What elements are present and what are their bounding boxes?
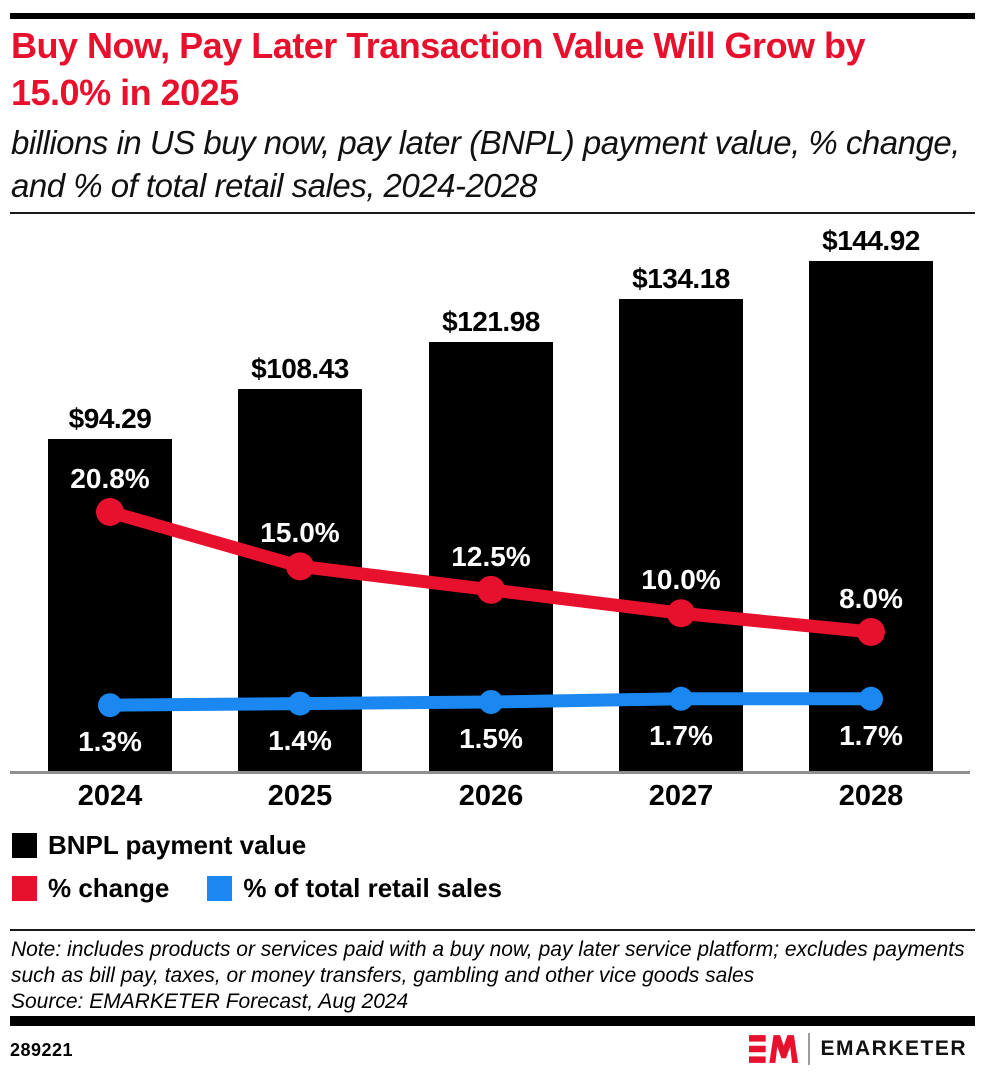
brand-name: EMARKETER <box>820 1037 967 1060</box>
x-axis-label-2027: 2027 <box>648 780 714 812</box>
page-subtitle: billions in US buy now, pay later (BNPL)… <box>11 124 960 204</box>
retail-share-label: 1.4% <box>268 724 332 756</box>
legend-row-1: BNPL payment value <box>12 830 502 861</box>
retail-share-label: 1.7% <box>839 719 903 751</box>
bar-2028 <box>809 260 933 771</box>
pct-change-label: 20.8% <box>70 463 150 494</box>
legend-swatch-bnpl <box>12 833 37 858</box>
emarketer-logo: EMARKETER <box>749 1033 967 1065</box>
x-axis-label-2028: 2028 <box>838 780 904 812</box>
top-rule <box>10 13 975 19</box>
pct-change-label: 12.5% <box>451 540 531 572</box>
x-axis-label-2024: 2024 <box>77 780 143 812</box>
note-divider <box>10 929 975 931</box>
pct-change-label: 10.0% <box>641 564 721 596</box>
bar-value-label: $108.43 <box>251 353 349 385</box>
legend-item-retail-share: % of total retail sales <box>207 873 502 904</box>
note-text: Note: includes products or services paid… <box>11 938 965 987</box>
x-axis-line <box>10 771 970 774</box>
retail-share-label: 1.3% <box>78 726 142 758</box>
pct-change-label: 8.0% <box>839 583 903 614</box>
legend-label-retail-share: % of total retail sales <box>243 873 503 903</box>
legend-label-bnpl: BNPL payment value <box>48 830 307 860</box>
retail-share-label: 1.7% <box>649 719 713 751</box>
source-text: Source: EMARKETER Forecast, Aug 2024 <box>11 990 409 1013</box>
bar-value-label: $134.18 <box>632 262 730 294</box>
chart-id: 289221 <box>10 1040 74 1060</box>
bar-value-label: $121.98 <box>442 305 540 337</box>
note-block: Note: includes products or services paid… <box>11 937 969 1015</box>
x-axis-label-2025: 2025 <box>267 780 333 812</box>
footer-rule <box>10 1016 975 1026</box>
bar-value-label: $94.29 <box>68 403 152 435</box>
bar-value-label: $144.92 <box>822 224 920 256</box>
bar-2025 <box>238 389 362 771</box>
logo-divider <box>808 1033 811 1065</box>
x-axis-label-2026: 2026 <box>458 780 524 812</box>
legend-item-pct-change: % change <box>12 873 169 904</box>
header-divider <box>10 212 975 214</box>
legend-item-bnpl: BNPL payment value <box>12 830 306 861</box>
chart-legend: BNPL payment value % change % of total r… <box>12 830 502 919</box>
legend-label-pct-change: % change <box>48 873 170 903</box>
emarketer-monogram-icon <box>749 1035 799 1063</box>
pct-change-label: 15.0% <box>260 517 340 549</box>
bar-2027 <box>619 298 743 771</box>
retail-share-label: 1.5% <box>459 723 523 754</box>
legend-swatch-pct-change <box>12 876 37 901</box>
legend-row-2: % change % of total retail sales <box>12 873 502 904</box>
legend-swatch-retail-share <box>207 876 233 901</box>
page-title: Buy Now, Pay Later Transaction Value Wil… <box>11 25 866 113</box>
